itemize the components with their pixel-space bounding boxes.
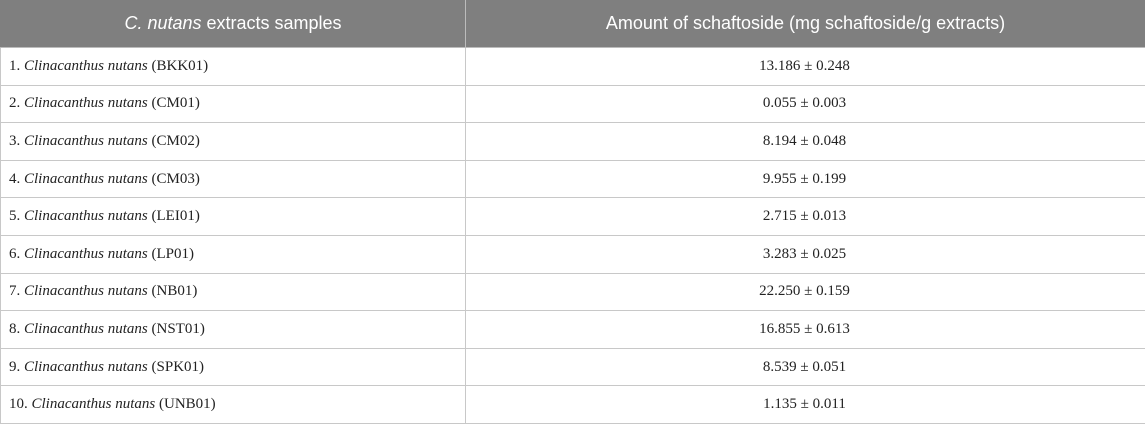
amount-cell: 0.055 ± 0.003 <box>465 84 1145 124</box>
header-samples-species: C. nutans <box>124 13 202 33</box>
amount-cell: 2.715 ± 0.013 <box>465 197 1145 236</box>
species-name: Clinacanthus nutans <box>24 208 148 225</box>
sample-cell: 10. Clinacanthus nutans (UNB01) <box>0 385 466 424</box>
sample-code: (CM03) <box>151 170 200 187</box>
sample-cell: 7. Clinacanthus nutans (NB01) <box>0 272 466 312</box>
sample-cell: 4. Clinacanthus nutans (CM03) <box>0 159 466 199</box>
species-name: Clinacanthus nutans <box>24 320 148 337</box>
table-row: 8. Clinacanthus nutans (NST01) 16.855 ± … <box>0 310 1145 349</box>
row-number: 8. <box>9 320 21 337</box>
row-number: 6. <box>9 245 21 262</box>
row-number: 9. <box>9 358 21 375</box>
row-number: 5. <box>9 208 21 225</box>
sample-cell: 1. Clinacanthus nutans (BKK01) <box>0 47 466 86</box>
sample-cell: 9. Clinacanthus nutans (SPK01) <box>0 347 466 387</box>
sample-cell: 5. Clinacanthus nutans (LEI01) <box>0 197 466 236</box>
amount-cell: 16.855 ± 0.613 <box>465 310 1145 349</box>
sample-code: (SPK01) <box>151 358 205 375</box>
table-body: 1. Clinacanthus nutans (BKK01) 13.186 ± … <box>0 47 1145 424</box>
row-number: 3. <box>9 132 21 149</box>
species-name: Clinacanthus nutans <box>24 283 148 300</box>
amount-cell: 22.250 ± 0.159 <box>465 272 1145 312</box>
header-samples-label: extracts samples <box>201 13 342 33</box>
sample-code: (UNB01) <box>159 396 216 413</box>
sample-cell: 6. Clinacanthus nutans (LP01) <box>0 234 466 274</box>
table-row: 5. Clinacanthus nutans (LEI01) 2.715 ± 0… <box>0 197 1145 236</box>
header-row: C. nutans extracts samples Amount of sch… <box>0 0 1145 48</box>
header-amount: Amount of schaftoside (mg schaftoside/g … <box>465 0 1145 48</box>
species-name: Clinacanthus nutans <box>24 132 148 149</box>
amount-cell: 1.135 ± 0.011 <box>465 385 1145 424</box>
species-name: Clinacanthus nutans <box>24 95 148 112</box>
amount-cell: 9.955 ± 0.199 <box>465 159 1145 199</box>
sample-code: (LEI01) <box>151 208 200 225</box>
sample-code: (NST01) <box>151 320 205 337</box>
row-number: 10. <box>9 396 28 413</box>
amount-cell: 3.283 ± 0.025 <box>465 234 1145 274</box>
sample-code: (CM02) <box>151 132 200 149</box>
amount-cell: 13.186 ± 0.248 <box>465 47 1145 86</box>
table-row: 9. Clinacanthus nutans (SPK01) 8.539 ± 0… <box>0 347 1145 387</box>
sample-code: (NB01) <box>151 283 198 300</box>
table-row: 6. Clinacanthus nutans (LP01) 3.283 ± 0.… <box>0 234 1145 274</box>
sample-code: (BKK01) <box>151 57 209 74</box>
sample-cell: 8. Clinacanthus nutans (NST01) <box>0 310 466 349</box>
amount-cell: 8.194 ± 0.048 <box>465 122 1145 161</box>
species-name: Clinacanthus nutans <box>24 57 148 74</box>
header-samples: C. nutans extracts samples <box>0 0 466 48</box>
table-row: 3. Clinacanthus nutans (CM02) 8.194 ± 0.… <box>0 122 1145 161</box>
sample-cell: 2. Clinacanthus nutans (CM01) <box>0 84 466 124</box>
row-number: 7. <box>9 283 21 300</box>
table-row: 7. Clinacanthus nutans (NB01) 22.250 ± 0… <box>0 272 1145 312</box>
species-name: Clinacanthus nutans <box>31 396 156 413</box>
table-row: 2. Clinacanthus nutans (CM01) 0.055 ± 0.… <box>0 84 1145 124</box>
species-name: Clinacanthus nutans <box>24 170 148 187</box>
species-name: Clinacanthus nutans <box>24 245 148 262</box>
row-number: 1. <box>9 57 21 74</box>
row-number: 2. <box>9 95 21 112</box>
row-number: 4. <box>9 170 21 187</box>
table-row: 4. Clinacanthus nutans (CM03) 9.955 ± 0.… <box>0 159 1145 199</box>
table-header: C. nutans extracts samples Amount of sch… <box>0 0 1145 48</box>
schaftoside-table: C. nutans extracts samples Amount of sch… <box>0 0 1145 424</box>
amount-cell: 8.539 ± 0.051 <box>465 347 1145 387</box>
table-row: 10. Clinacanthus nutans (UNB01) 1.135 ± … <box>0 385 1145 424</box>
sample-code: (LP01) <box>151 245 195 262</box>
sample-code: (CM01) <box>151 95 200 112</box>
species-name: Clinacanthus nutans <box>24 358 148 375</box>
sample-cell: 3. Clinacanthus nutans (CM02) <box>0 122 466 161</box>
table-row: 1. Clinacanthus nutans (BKK01) 13.186 ± … <box>0 47 1145 86</box>
